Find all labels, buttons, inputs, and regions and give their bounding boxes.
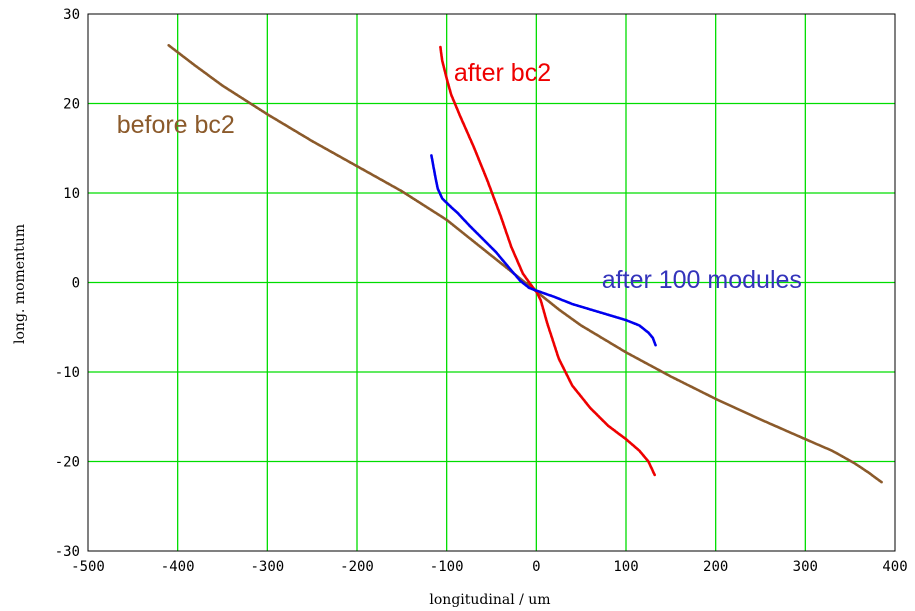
annotations: before bc2 after bc2 after 100 modules: [117, 59, 802, 294]
series-before-bc2: [167, 44, 883, 484]
x-tick-label: 300: [793, 559, 818, 575]
x-tick-label: -300: [250, 559, 284, 575]
x-tick-label: 400: [882, 559, 907, 575]
data-point: [654, 343, 657, 347]
y-tick-label: -10: [55, 365, 80, 381]
annotation-label: before bc2: [117, 111, 235, 139]
x-tick-label: -200: [340, 559, 374, 575]
y-axis-title: long. momentum: [12, 224, 28, 344]
series-after-100-modules: [430, 154, 657, 347]
x-tick-label: 200: [703, 559, 728, 575]
y-tick-label: 0: [72, 276, 80, 292]
annotation-label: after bc2: [454, 59, 551, 87]
x-tick-label: -500: [71, 559, 105, 575]
x-tick-label: -100: [430, 559, 464, 575]
tick-labels: -500 -400 -300 -200 -100 0 100 200 300 400-30-20-…: [55, 7, 908, 575]
data-series: [167, 44, 883, 484]
x-axis-title: longitudinal / um: [429, 592, 550, 608]
series-after-bc2: [439, 45, 656, 477]
y-tick-label: -20: [55, 455, 80, 471]
y-tick-label: 20: [63, 97, 80, 113]
x-tick-label: -400: [161, 559, 195, 575]
y-tick-label: 30: [63, 7, 80, 23]
y-tick-label: -30: [55, 544, 80, 560]
annotation-label: after 100 modules: [602, 266, 802, 294]
data-point: [880, 480, 883, 484]
x-tick-label: 0: [532, 559, 540, 575]
y-tick-label: 10: [63, 186, 80, 202]
x-tick-label: 100: [613, 559, 638, 575]
plot-border: [87, 13, 896, 552]
grid-lines: [88, 14, 895, 551]
data-point: [653, 473, 656, 477]
